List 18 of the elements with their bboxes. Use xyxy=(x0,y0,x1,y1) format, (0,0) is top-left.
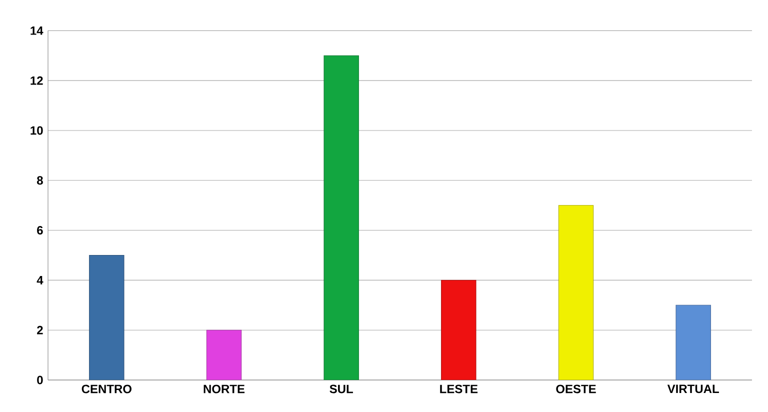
x-tick-label: NORTE xyxy=(204,384,245,394)
bar xyxy=(558,205,594,380)
bar xyxy=(441,280,476,380)
bar xyxy=(89,254,124,380)
y-tick-label: 0 xyxy=(37,376,43,384)
y-tick-label: 6 xyxy=(37,226,43,235)
y-tick-label: 4 xyxy=(36,276,44,284)
y-tick-label: 14 xyxy=(30,26,44,35)
y-tick-label: 10 xyxy=(30,126,43,135)
bar xyxy=(206,330,242,380)
x-tick-label: LESTE xyxy=(440,384,478,394)
x-tick-label: SUL xyxy=(330,384,353,394)
x-tick-label: OESTE xyxy=(556,384,596,394)
y-tick-label: 8 xyxy=(36,176,43,185)
x-tick-label: VIRTUAL xyxy=(667,384,719,394)
y-tick-label: 12 xyxy=(30,76,43,85)
x-tick-label: CENTRO xyxy=(82,384,132,394)
y-tick-label: 2 xyxy=(37,326,43,334)
